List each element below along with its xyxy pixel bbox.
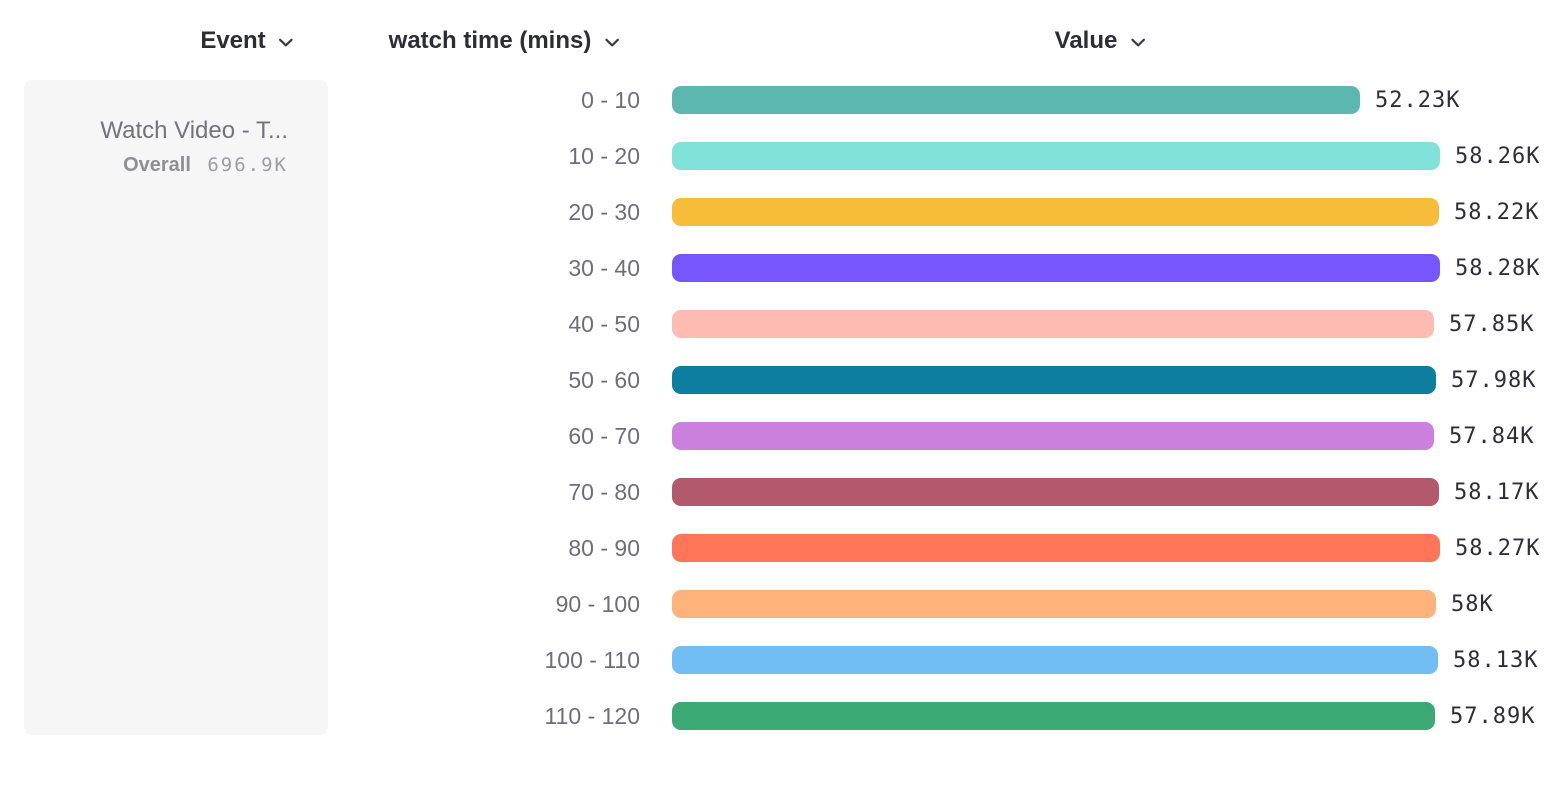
- breakdown-column-label: watch time (mins): [388, 27, 592, 54]
- bar-row: 0 - 10 52.23K: [0, 86, 1568, 114]
- event-column-header[interactable]: Event: [200, 27, 293, 55]
- bucket-label: 50 - 60: [568, 366, 640, 393]
- bar-segment[interactable]: [672, 590, 1436, 618]
- bar-row: 20 - 30 58.22K: [0, 198, 1568, 226]
- bar-value: 52.23K: [1375, 87, 1461, 113]
- bucket-label: 90 - 100: [555, 590, 640, 617]
- bar-value: 57.85K: [1449, 311, 1535, 337]
- value-column-label: Value: [1054, 27, 1118, 54]
- bar-row: 30 - 40 58.28K: [0, 254, 1568, 282]
- bar-segment[interactable]: [672, 254, 1440, 282]
- bar-row: 10 - 20 58.26K: [0, 142, 1568, 170]
- chevron-down-icon: [605, 38, 619, 46]
- event-column-label: Event: [200, 27, 266, 54]
- bucket-label: 20 - 30: [568, 198, 640, 225]
- bar-segment[interactable]: [672, 198, 1439, 226]
- bar-segment[interactable]: [672, 366, 1436, 394]
- bar-row: 40 - 50 57.85K: [0, 310, 1568, 338]
- bar-segment[interactable]: [672, 142, 1440, 170]
- bar-segment[interactable]: [672, 702, 1435, 730]
- bucket-label: 0 - 10: [581, 86, 640, 113]
- bucket-label: 40 - 50: [568, 310, 640, 337]
- event-card[interactable]: Watch Video - T... Overall 696.9K: [24, 80, 328, 735]
- bucket-label: 110 - 120: [544, 702, 640, 729]
- bar-value: 58.13K: [1453, 647, 1539, 673]
- bar-segment[interactable]: [672, 646, 1438, 674]
- chevron-down-icon: [1131, 38, 1145, 46]
- overall-value: 696.9K: [207, 154, 288, 176]
- bar-value: 58.17K: [1454, 479, 1540, 505]
- bucket-label: 80 - 90: [568, 534, 640, 561]
- bar-segment[interactable]: [672, 422, 1434, 450]
- bar-value: 58K: [1451, 591, 1494, 617]
- bar-value: 58.22K: [1454, 199, 1540, 225]
- bar-value: 58.27K: [1455, 535, 1541, 561]
- bar-row: 90 - 100 58K: [0, 590, 1568, 618]
- bar-row: 60 - 70 57.84K: [0, 422, 1568, 450]
- bar-row: 100 - 110 58.13K: [0, 646, 1568, 674]
- bar-segment[interactable]: [672, 478, 1439, 506]
- bar-row: 110 - 120 57.89K: [0, 702, 1568, 730]
- bar-segment[interactable]: [672, 86, 1360, 114]
- bar-segment[interactable]: [672, 310, 1434, 338]
- bar-segment[interactable]: [672, 534, 1440, 562]
- event-title: Watch Video - T...: [100, 117, 288, 144]
- value-column-header[interactable]: Value: [1055, 27, 1146, 55]
- bucket-label: 60 - 70: [568, 422, 640, 449]
- bar-row: 70 - 80 58.17K: [0, 478, 1568, 506]
- bar-value: 57.84K: [1449, 423, 1535, 449]
- bar-row: 50 - 60 57.98K: [0, 366, 1568, 394]
- bucket-label: 30 - 40: [568, 254, 640, 281]
- bucket-label: 100 - 110: [544, 646, 640, 673]
- overall-label: Overall: [123, 154, 191, 176]
- overall-row: Overall 696.9K: [24, 154, 288, 177]
- bucket-label: 70 - 80: [568, 478, 640, 505]
- chevron-down-icon: [279, 38, 293, 46]
- bar-value: 58.26K: [1455, 143, 1541, 169]
- bar-value: 58.28K: [1455, 255, 1541, 281]
- breakdown-column-header[interactable]: watch time (mins): [389, 27, 620, 55]
- bar-row: 80 - 90 58.27K: [0, 534, 1568, 562]
- bar-value: 57.89K: [1450, 703, 1536, 729]
- bar-value: 57.98K: [1451, 367, 1537, 393]
- bucket-label: 10 - 20: [568, 142, 640, 169]
